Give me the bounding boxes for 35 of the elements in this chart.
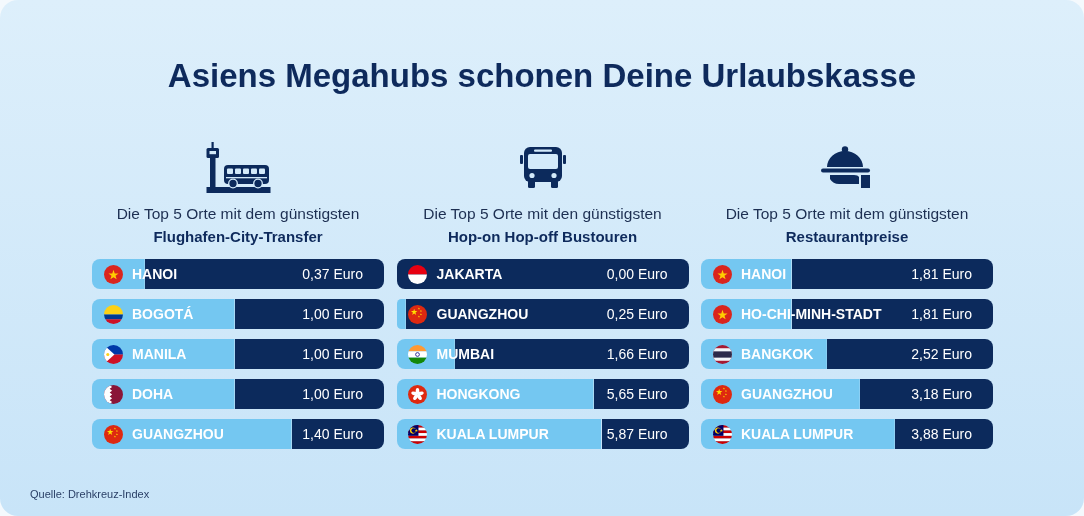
y-tick-label: GUANGZHOU — [436, 306, 529, 323]
data-label: 1,00 Euro — [302, 346, 363, 363]
chart-title: Die Top 5 Orte mit den günstigsten — [422, 205, 663, 222]
data-label: 1,81 Euro — [911, 306, 972, 323]
data-label: 5,65 Euro — [606, 386, 668, 403]
chart-subtitle: Hop-on Hop-off Bustouren — [446, 228, 639, 245]
source-note: Quelle: Drehkreuz-Index — [30, 487, 150, 502]
data-label: 1,81 Euro — [911, 266, 972, 283]
data-label: 5,87 Euro — [606, 426, 668, 443]
chart-title: Die Top 5 Orte mit dem günstigsten — [115, 205, 361, 222]
data-label: 1,00 Euro — [302, 306, 363, 323]
data-label: 2,52 Euro — [911, 346, 972, 363]
y-tick-label: DOHA — [132, 386, 174, 403]
y-tick-label: BANGKOK — [741, 346, 814, 363]
chart-subtitle: Flughafen-City-Transfer — [152, 228, 324, 245]
y-tick-label: KUALA LUMPUR — [436, 426, 549, 443]
data-label: 0,00 Euro — [606, 266, 668, 283]
y-tick-label: JAKARTA — [436, 266, 503, 283]
y-tick-label: BOGOTÁ — [132, 306, 194, 323]
y-tick-label: HANOI — [741, 266, 787, 283]
chart-subtitle: Restaurantpreise — [784, 228, 910, 245]
text: Asiens Megahubs schonen Deine Urlaubskasse — [167, 56, 917, 96]
y-tick-label: GUANGZHOU — [132, 426, 224, 443]
data-label: 1,40 Euro — [302, 426, 363, 443]
data-label: 3,88 Euro — [911, 426, 972, 443]
data-label: 1,66 Euro — [606, 346, 668, 363]
y-tick-label: GUANGZHOU — [741, 386, 833, 403]
y-tick-label: HONGKONG — [436, 386, 521, 403]
data-label: 3,18 Euro — [911, 386, 972, 403]
data-label: 1,00 Euro — [302, 386, 363, 403]
chart-title: Die Top 5 Orte mit dem günstigsten — [724, 205, 970, 222]
data-label: 0,25 Euro — [606, 306, 668, 323]
y-tick-label: MANILA — [132, 346, 187, 363]
y-tick-label: KUALA LUMPUR — [741, 426, 854, 443]
data-label: 0,37 Euro — [302, 266, 363, 283]
